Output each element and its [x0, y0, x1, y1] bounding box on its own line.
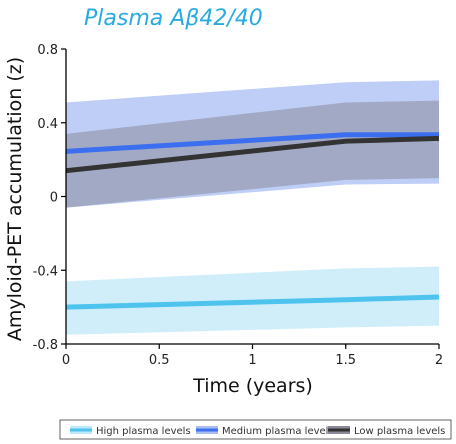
x-tick-label: 0 — [62, 353, 70, 368]
series-line-2 — [65, 135, 440, 174]
y-tick-label: 0.8 — [37, 43, 58, 58]
y-tick-label: -0.4 — [33, 264, 58, 279]
legend: High plasma levels Medium plasma levels Lo… — [59, 419, 452, 440]
series-line-0 — [65, 294, 440, 310]
y-axis-label: Amyloid-PET accumulation (z) — [4, 57, 26, 341]
x-tick-labels: 0 0.5 1 1.5 2 — [62, 344, 443, 368]
band-2 — [66, 100, 439, 208]
y-tick-label: -0.8 — [33, 338, 58, 353]
y-tick-label: 0.4 — [37, 117, 58, 132]
series-lines — [65, 132, 440, 310]
legend-label: Low plasma levels — [354, 426, 445, 437]
x-tick-label: 0.5 — [149, 353, 170, 368]
x-tick-label: 1 — [248, 353, 256, 368]
series-line-1 — [65, 132, 439, 154]
legend-label: High plasma levels — [96, 426, 191, 437]
x-tick-label: 2 — [435, 353, 443, 368]
y-tick-label: 0 — [50, 191, 58, 206]
confidence-bands — [66, 80, 439, 335]
x-tick-label: 1.5 — [335, 353, 356, 368]
x-axis-label: Time (years) — [192, 375, 313, 397]
y-tick-labels: 0.8 0.4 0 -0.4 -0.8 — [33, 43, 66, 353]
legend-label: Medium plasma levels — [222, 426, 334, 437]
chart-title: Plasma Aβ42/40 — [84, 6, 263, 31]
legend-box — [59, 419, 452, 440]
